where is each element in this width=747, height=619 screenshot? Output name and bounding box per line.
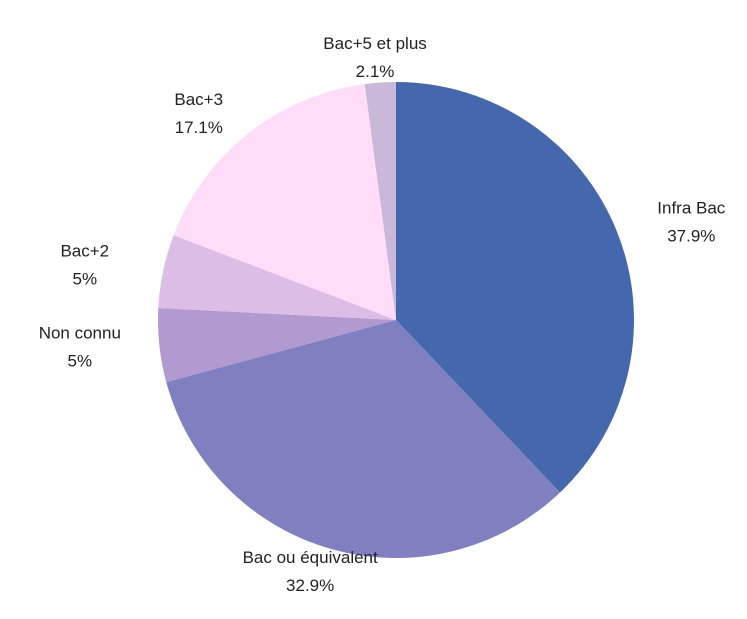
slice-value-label: 17.1% — [175, 118, 223, 137]
slice-label: Infra Bac — [657, 198, 726, 217]
pie-slice — [364, 82, 396, 320]
slice-value-label: 2.1% — [356, 62, 395, 81]
slice-label: Bac+2 — [60, 242, 109, 261]
slice-label: Bac ou équivalent — [243, 548, 378, 567]
slice-label: Non connu — [39, 323, 121, 342]
slice-label: Bac+5 et plus — [323, 34, 427, 53]
pie-slice — [173, 84, 396, 320]
slice-label: Bac+3 — [174, 90, 223, 109]
slice-value-label: 32.9% — [286, 576, 334, 595]
slice-value-label: 5% — [68, 351, 93, 370]
pie-slice — [166, 320, 561, 558]
pie-slice — [396, 82, 635, 493]
pie-slice — [158, 308, 396, 383]
slice-value-label: 5% — [73, 270, 98, 289]
slice-value-label: 37.9% — [667, 226, 715, 245]
pie-slice — [158, 235, 396, 320]
